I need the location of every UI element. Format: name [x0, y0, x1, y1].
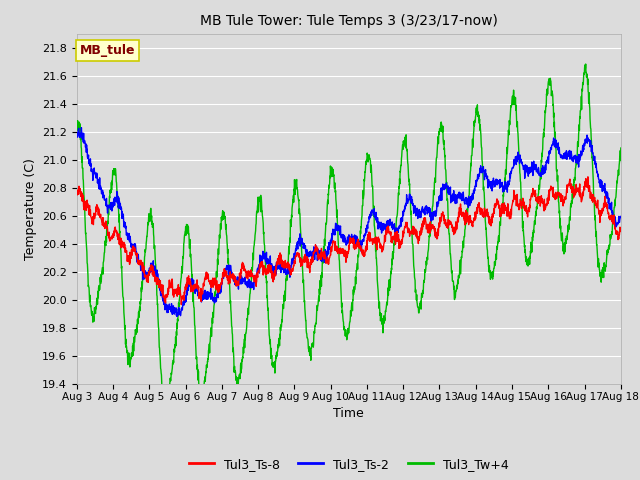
Y-axis label: Temperature (C): Temperature (C): [24, 158, 36, 260]
X-axis label: Time: Time: [333, 407, 364, 420]
Title: MB Tule Tower: Tule Temps 3 (3/23/17-now): MB Tule Tower: Tule Temps 3 (3/23/17-now…: [200, 14, 498, 28]
Legend: Tul3_Ts-8, Tul3_Ts-2, Tul3_Tw+4: Tul3_Ts-8, Tul3_Ts-2, Tul3_Tw+4: [184, 453, 514, 476]
Text: MB_tule: MB_tule: [79, 44, 135, 57]
